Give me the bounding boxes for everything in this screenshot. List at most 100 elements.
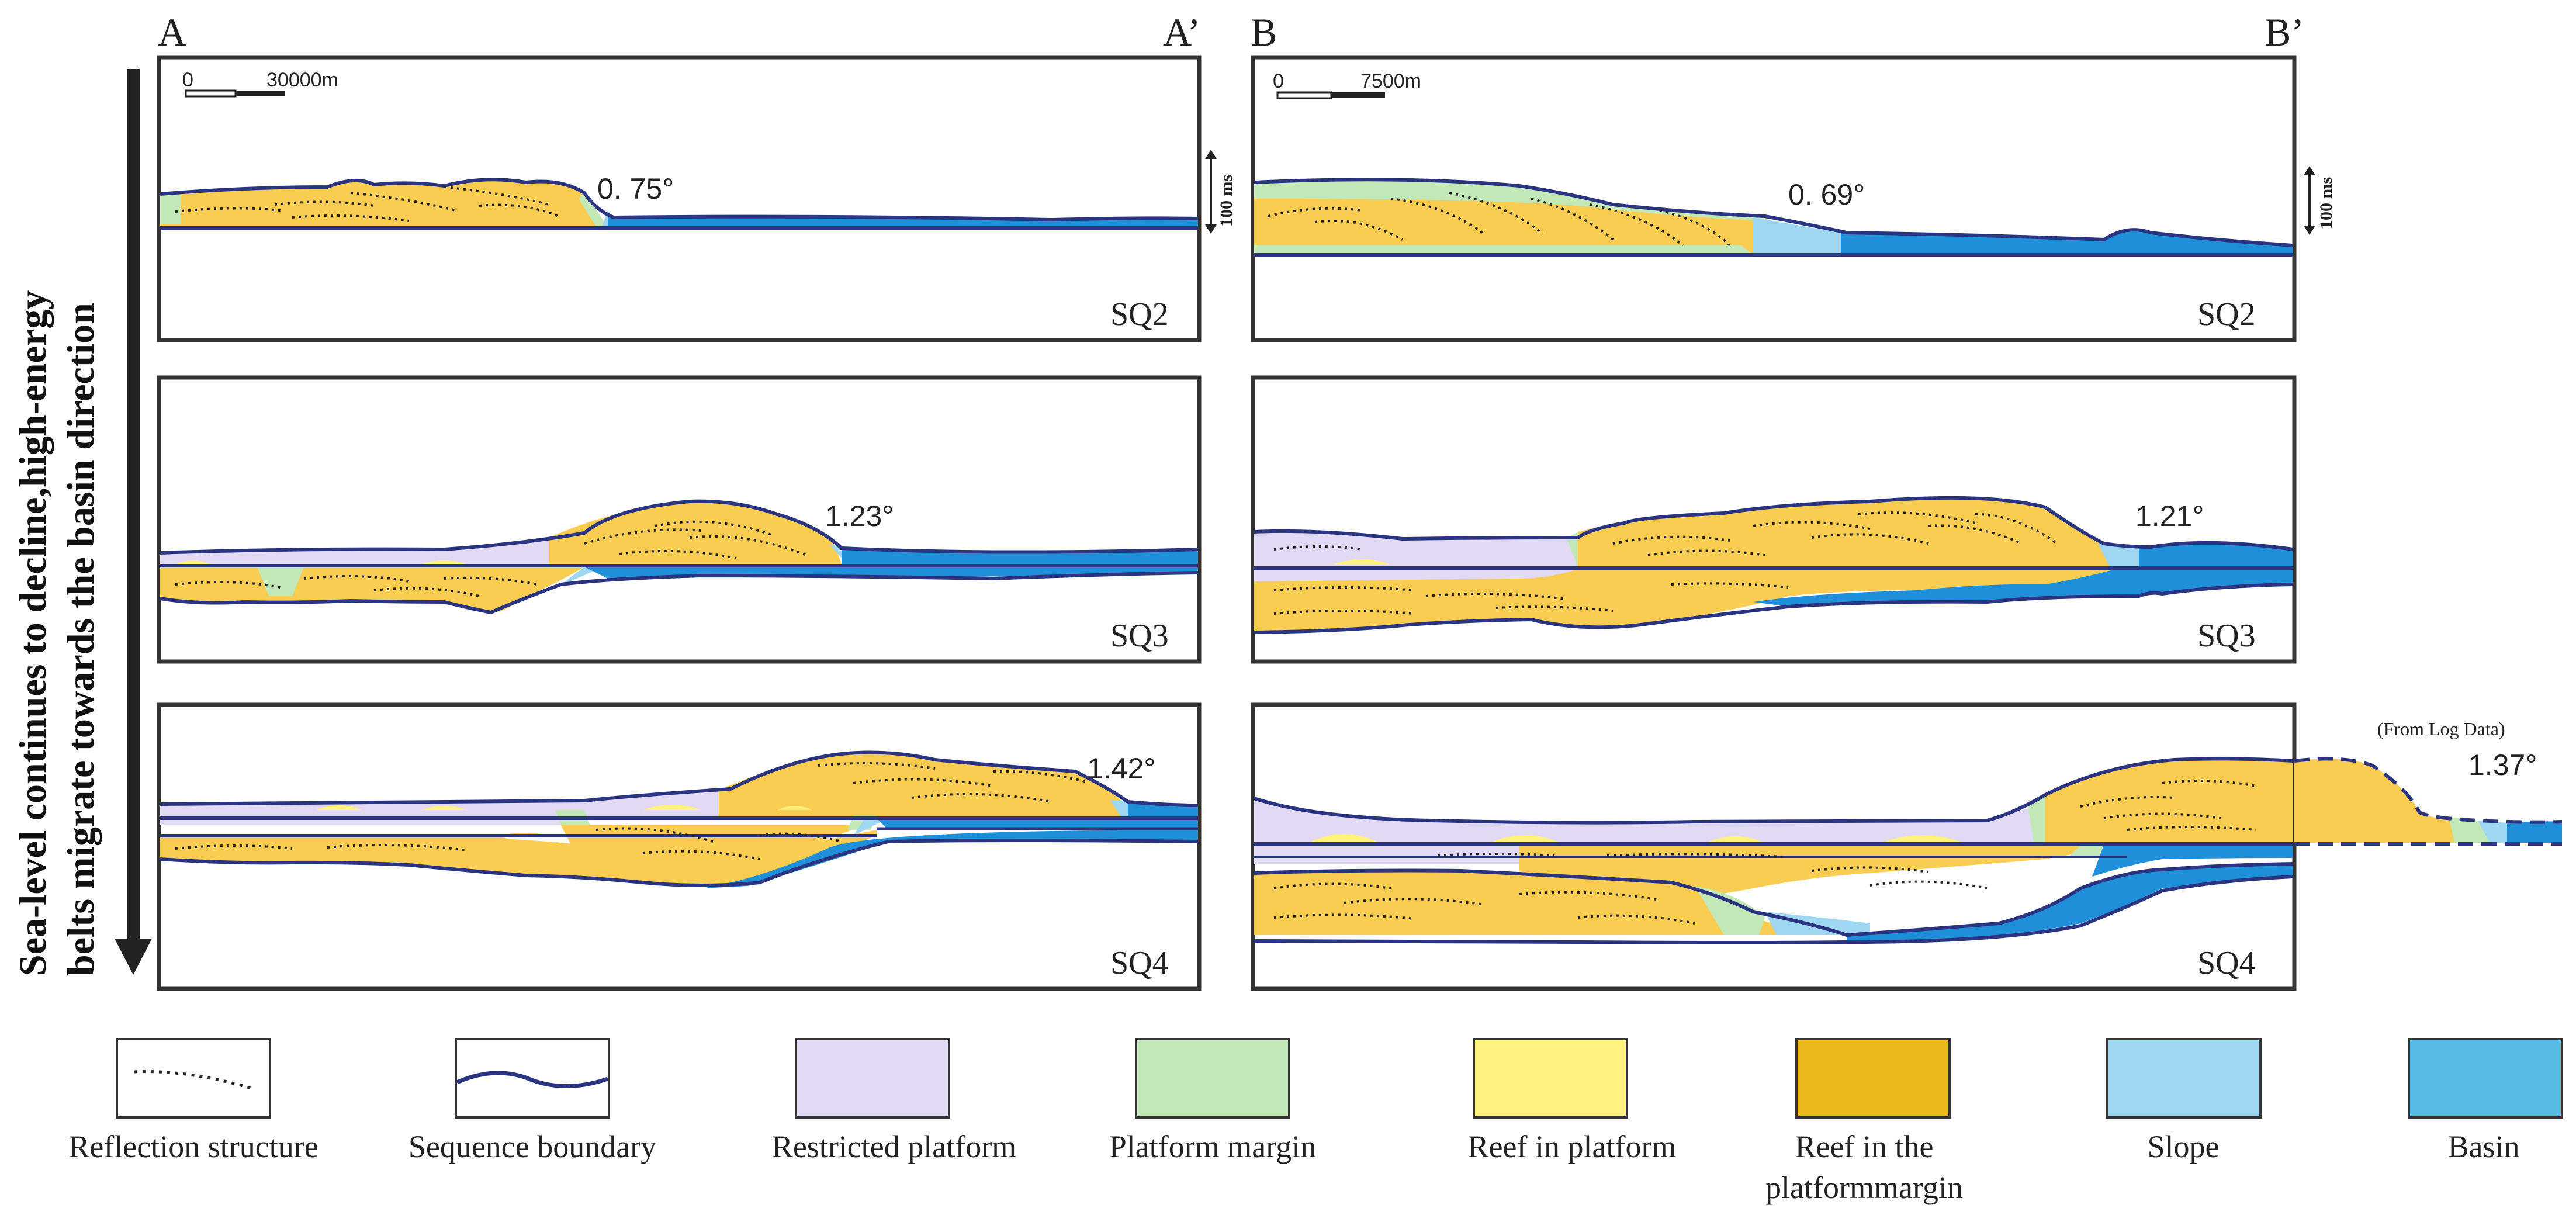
basin-body [608, 216, 1198, 228]
panel-left-sq4: 1.42° SQ4 [157, 702, 1202, 991]
legend-item-reef-platform: Reef in platform [1468, 1038, 1677, 1164]
reef-platform-lens [175, 560, 210, 565]
reef-platform-lens [643, 805, 701, 810]
sequence-label: SQ3 [2197, 618, 2256, 654]
basin-mid [877, 818, 1198, 830]
margin-lower [1695, 886, 1765, 935]
section-a-label: A [158, 10, 186, 54]
sequence-base [160, 571, 1199, 615]
reflection-structures [1273, 780, 2256, 925]
reef-platform-lens [777, 806, 812, 810]
panel-right-sq3: 1.21° SQ3 [1251, 375, 2297, 664]
restricted-lower [1254, 569, 1578, 581]
scale-bar-length: 7500m [1360, 70, 1421, 92]
legend-item-reef-margin: Reef in the platformmargin [1765, 1038, 1963, 1205]
panel-left-sq2: 0 30000m 0. 75° SQ2 100 ms [157, 55, 1236, 342]
slope-wedge [1753, 217, 1853, 255]
extension-slope [2478, 821, 2513, 843]
legend-label: Reef in the [1795, 1129, 1934, 1164]
restricted-upper [160, 533, 596, 565]
panel-left-sq3: 1.23° SQ3 [157, 375, 1202, 664]
margin-lower [257, 567, 304, 596]
legend-label: Basin [2447, 1129, 2519, 1164]
trend-arrow-head [115, 939, 152, 975]
sequence-top [160, 499, 1199, 555]
legend: Reflection structure Sequence boundary R… [68, 1038, 2563, 1205]
legend-label: Platform margin [1109, 1129, 1316, 1164]
scale-bar-left: 0 30000m [182, 69, 338, 98]
reef-platform-lens [316, 805, 362, 810]
scale-bar-length: 30000m [266, 69, 338, 91]
sequence-top [1254, 178, 2294, 247]
margin-strip [160, 195, 181, 224]
legend-label: Sequence boundary [408, 1129, 656, 1164]
dip-angle: 0. 69° [1788, 178, 1865, 211]
scale-bar-zero: 0 [182, 69, 193, 91]
sequence-base [160, 839, 1199, 887]
slope-lower [1765, 912, 1870, 935]
dip-angle: 1.21° [2135, 500, 2204, 532]
reef-margin-upper [2045, 759, 2293, 843]
reef-margin-lowest [160, 830, 877, 885]
log-data-extension: (From Log Data) 1.37° [2294, 718, 2563, 846]
legend-item-reflection: Reflection structure [68, 1038, 318, 1164]
reflection-structures [175, 520, 807, 597]
extension-basin [2507, 821, 2562, 843]
legend-item-basin: Basin [2408, 1038, 2563, 1164]
legend-label: Reef in platform [1468, 1129, 1677, 1164]
margin-top-strip [1254, 179, 1765, 221]
section-b-prime-label: B’ [2265, 10, 2304, 54]
dip-angle: 1.23° [825, 500, 894, 532]
panel-right-sq2: 0 7500m 0. 69° SQ2 100 ms [1251, 55, 2336, 342]
basin-lower [1753, 569, 2293, 607]
dip-angle: 1.42° [1087, 752, 1155, 785]
reef-platform-lens [1882, 835, 1964, 843]
sequence-base [1254, 583, 2294, 634]
legend-item-boundary: Sequence boundary [408, 1038, 656, 1164]
legend-item-restricted: Restricted platform [772, 1038, 1016, 1164]
reef-platform-lens [1706, 836, 1765, 843]
slope-upper [2098, 544, 2151, 567]
legend-label: Restricted platform [772, 1129, 1016, 1164]
restricted-upper [1254, 798, 2045, 843]
legend-item-margin: Platform margin [1109, 1038, 1316, 1164]
basin-upper [2139, 542, 2293, 567]
margin-base-strip [1254, 245, 1753, 255]
sequence-label: SQ2 [1110, 296, 1169, 333]
section-b-label: B [1251, 10, 1277, 54]
legend-label-line2: platformmargin [1765, 1170, 1963, 1205]
scale-bar-zero: 0 [1273, 70, 1284, 92]
legend-label: Slope [2147, 1129, 2219, 1164]
extension-top-dashed [2294, 757, 2563, 824]
sequence-top [1254, 757, 2294, 825]
trend-annotation: Sea-level continues to decline,high-ener… [12, 69, 152, 976]
reef-platform-lens [421, 560, 468, 565]
sequence-top [160, 750, 1199, 807]
time-scale-label: 100 ms [2317, 177, 2336, 229]
reef-platform-lens [1309, 834, 1379, 843]
time-scale-left: 100 ms [1205, 150, 1236, 234]
extension-reef-margin [2294, 759, 2454, 843]
section-a-prime-label: A’ [1163, 10, 1200, 54]
panel-right-sq4: SQ4 [1251, 702, 2297, 991]
reef-margin-body [160, 179, 608, 227]
reef-margin-lower [1254, 870, 1847, 935]
reflection-structures [1273, 511, 2058, 615]
log-data-note: (From Log Data) [2377, 718, 2505, 739]
time-scale-right: 100 ms [2304, 166, 2336, 235]
sequence-label: SQ4 [1110, 945, 1169, 981]
reef-platform-lens [421, 806, 468, 810]
slope-lower [561, 567, 602, 584]
sequence-label: SQ3 [1110, 618, 1169, 654]
restricted-upper [1254, 531, 1578, 567]
platform-margin-wedge [579, 193, 608, 227]
extension-margin [2449, 817, 2490, 843]
reef-margin-lower [1254, 569, 2115, 632]
dip-angle: 0. 75° [597, 172, 674, 205]
time-scale-label: 100 ms [1217, 175, 1236, 227]
basin-mid [2092, 845, 2293, 877]
trend-text-line2: belts migrate towards the basin directio… [60, 303, 102, 976]
basin-lower [1847, 864, 2293, 941]
legend-label: Reflection structure [68, 1129, 318, 1164]
